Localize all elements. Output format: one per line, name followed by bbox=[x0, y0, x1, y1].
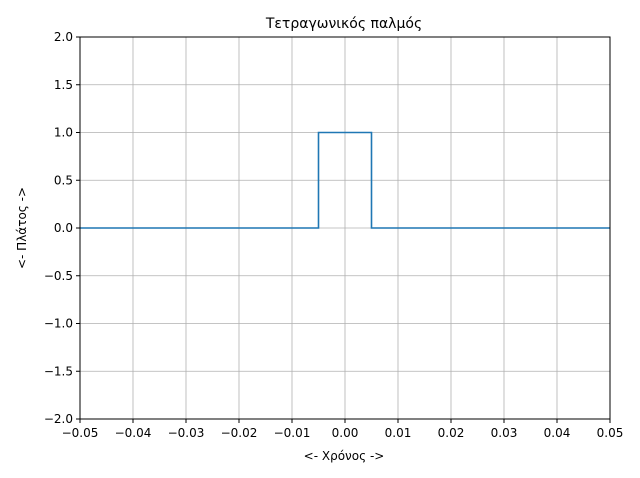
x-tick-label: 0.04 bbox=[544, 426, 571, 440]
x-tick-label: 0.05 bbox=[597, 426, 624, 440]
series-layer bbox=[80, 131, 610, 229]
x-tick-label: −0.04 bbox=[115, 426, 152, 440]
y-axis-label: <- Πλάτος -> bbox=[15, 187, 29, 269]
x-tick-label: 0.01 bbox=[385, 426, 412, 440]
y-tick-label: 0.5 bbox=[54, 173, 73, 187]
y-tick-label: −1.5 bbox=[44, 364, 73, 378]
x-tick-label: −0.03 bbox=[168, 426, 205, 440]
x-tick-label: 0.03 bbox=[491, 426, 518, 440]
y-tick-label: 0.0 bbox=[54, 221, 73, 235]
x-tick-label: 0.02 bbox=[438, 426, 465, 440]
series-line bbox=[80, 131, 610, 229]
y-tick-label: −0.5 bbox=[44, 269, 73, 283]
x-axis-label: <- Χρόνος -> bbox=[304, 449, 385, 463]
y-tick-label: 1.0 bbox=[54, 126, 73, 140]
chart-title: Τετραγωνικός παλμός bbox=[265, 16, 422, 32]
y-tick-label: 1.5 bbox=[54, 78, 73, 92]
x-tick-label: −0.01 bbox=[274, 426, 311, 440]
x-tick-label: 0.00 bbox=[332, 426, 359, 440]
y-tick-label: −2.0 bbox=[44, 412, 73, 426]
y-tick-label: 2.0 bbox=[54, 30, 73, 44]
tick-layer: −0.05 −0.04 −0.03 −0.02 −0.01 0.00 0.01 0.02 0.0… bbox=[44, 30, 624, 440]
x-tick-label: −0.02 bbox=[221, 426, 258, 440]
x-tick-label: −0.05 bbox=[62, 426, 99, 440]
y-tick-label: −1.0 bbox=[44, 317, 73, 331]
